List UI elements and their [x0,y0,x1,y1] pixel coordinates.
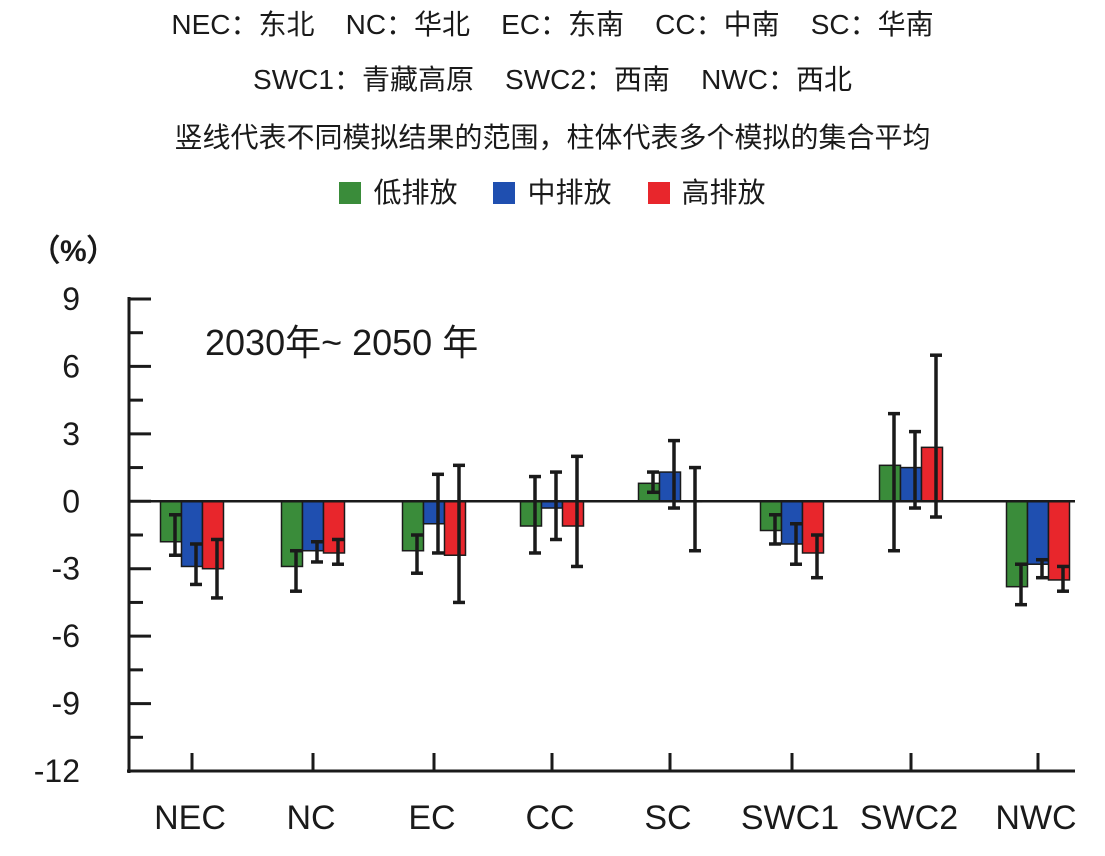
bar [658,471,682,503]
bar [443,500,467,556]
y-axis-unit: （%） [30,235,117,268]
legend-label: 低排放 [373,177,458,208]
region-key-line-2: SWC1：青藏高原 SWC2：西南 NWC：西北 [253,64,852,95]
x-tick-label: CC [525,799,574,837]
bar [159,500,183,543]
bar [1026,500,1050,565]
legend: 低排放 中排放 高排放 [0,176,1105,210]
legend-label: 高排放 [681,177,766,208]
bar [561,500,585,527]
bar [322,500,346,554]
legend-item: 低排放 [339,176,457,210]
period-annotation: 2030年~ 2050 年 [205,322,478,363]
region-key-line-1: NEC：东北 NC：华北 EC：东南 CC：中南 SC：华南 [171,9,934,40]
bar [180,500,204,568]
x-tick-label: EC [408,799,455,837]
x-tick-label: NC [286,799,335,837]
y-tick-label: -3 [52,551,80,587]
y-tick-label: 0 [62,483,80,519]
bar [801,500,825,554]
legend-swatch [493,182,516,204]
y-tick-label: 6 [62,348,80,384]
x-tick-label: NEC [154,799,226,837]
bar [201,500,225,570]
x-tick-label: SC [644,799,691,837]
bar [920,446,944,503]
y-tick-label: -12 [34,753,80,789]
y-tick-label: -6 [52,618,80,654]
y-tick-label: -9 [52,686,80,722]
legend-item: 高排放 [647,176,766,210]
bar [401,500,425,552]
bar [1005,500,1029,588]
bar [878,464,902,503]
legend-label: 中排放 [527,177,612,208]
legend-item: 中排放 [493,176,612,210]
legend-swatch [647,182,670,204]
bar [519,500,543,527]
chart-note: 竖线代表不同模拟结果的范围，柱体代表多个模拟的集合平均 [174,122,931,153]
x-tick-label: SWC1 [741,799,839,837]
y-tick-label: 9 [62,281,80,317]
x-tick-label: SWC2 [860,799,958,837]
y-tick-label: 3 [62,416,80,452]
legend-swatch [339,182,362,204]
bar [899,466,923,503]
x-tick-label: NWC [995,799,1076,837]
bar [422,500,446,525]
bar [280,500,304,568]
